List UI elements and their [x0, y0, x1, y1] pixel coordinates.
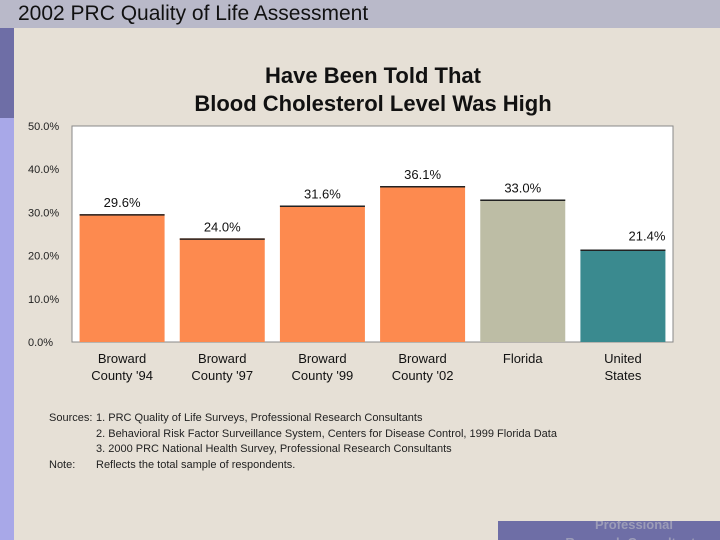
- bar: [580, 249, 666, 342]
- source-item-2: 2. Behavioral Risk Factor Surveillance S…: [96, 427, 557, 440]
- page-title: 2002 PRC Quality of Life Assessment: [18, 2, 369, 25]
- x-tick-label: Broward: [298, 351, 346, 366]
- y-tick-label: 0.0%: [28, 337, 53, 349]
- source-item-3: 3. 2000 PRC National Health Survey, Prof…: [96, 443, 452, 455]
- source-row-2: 2. Behavioral Risk Factor Surveillance S…: [49, 427, 557, 443]
- bar-value-label: 21.4%: [629, 229, 666, 244]
- plot-area: [71, 125, 674, 343]
- source-row-3: 3. 2000 PRC National Health Survey, Prof…: [49, 442, 557, 458]
- bar-value-label: 36.1%: [404, 167, 441, 182]
- x-tick-label: Broward: [98, 351, 146, 366]
- x-tick-label: States: [604, 368, 641, 383]
- chart-title-line-1: Have Been Told That: [265, 63, 481, 88]
- header-bar: 2002 PRC Quality of Life Assessment: [0, 0, 720, 28]
- bar: [79, 214, 165, 342]
- x-tick-label: United: [604, 351, 642, 366]
- x-tick-label: County '94: [91, 368, 153, 383]
- note-row: Note: Reflects the total sample of respo…: [49, 458, 557, 474]
- note-text: Reflects the total sample of respondents…: [96, 458, 296, 471]
- x-tick-label: Broward: [398, 351, 446, 366]
- footer-brand-text: Professional Research Consultants: [565, 521, 702, 540]
- y-tick-label: 10.0%: [28, 294, 59, 306]
- left-accent-band: [0, 28, 14, 540]
- sources-label: Sources:: [49, 412, 93, 424]
- bar: [179, 238, 265, 342]
- y-tick-label: 50.0%: [28, 121, 59, 133]
- left-accent-band-dark: [0, 28, 14, 118]
- footer-brand-box: Professional Research Consultants: [498, 521, 720, 540]
- bar: [480, 199, 566, 342]
- bar-value-label: 33.0%: [504, 180, 541, 195]
- x-tick-label: County '97: [191, 368, 253, 383]
- note-label: Note:: [49, 458, 76, 471]
- x-tick-label: Broward: [198, 351, 246, 366]
- bar-value-label: 29.6%: [104, 195, 141, 210]
- y-tick-label: 20.0%: [28, 251, 59, 263]
- x-tick-label: County '02: [392, 368, 454, 383]
- x-tick-label: Florida: [503, 351, 544, 366]
- chart-title-line-2: Blood Cholesterol Level Was High: [194, 91, 552, 116]
- bar-value-label: 31.6%: [304, 186, 341, 201]
- bar: [380, 186, 466, 342]
- source-item-1: 1. PRC Quality of Life Surveys, Professi…: [96, 412, 423, 424]
- bar-value-label: 24.0%: [204, 219, 241, 234]
- chart-title: Have Been Told That Blood Cholesterol Le…: [120, 62, 626, 118]
- sources-block: Sources: 1. PRC Quality of Life Surveys,…: [49, 411, 557, 473]
- source-row-1: Sources: 1. PRC Quality of Life Surveys,…: [49, 411, 557, 427]
- y-tick-label: 40.0%: [28, 164, 59, 176]
- x-tick-label: County '99: [292, 368, 354, 383]
- y-tick-label: 30.0%: [28, 207, 59, 219]
- bar: [279, 205, 365, 342]
